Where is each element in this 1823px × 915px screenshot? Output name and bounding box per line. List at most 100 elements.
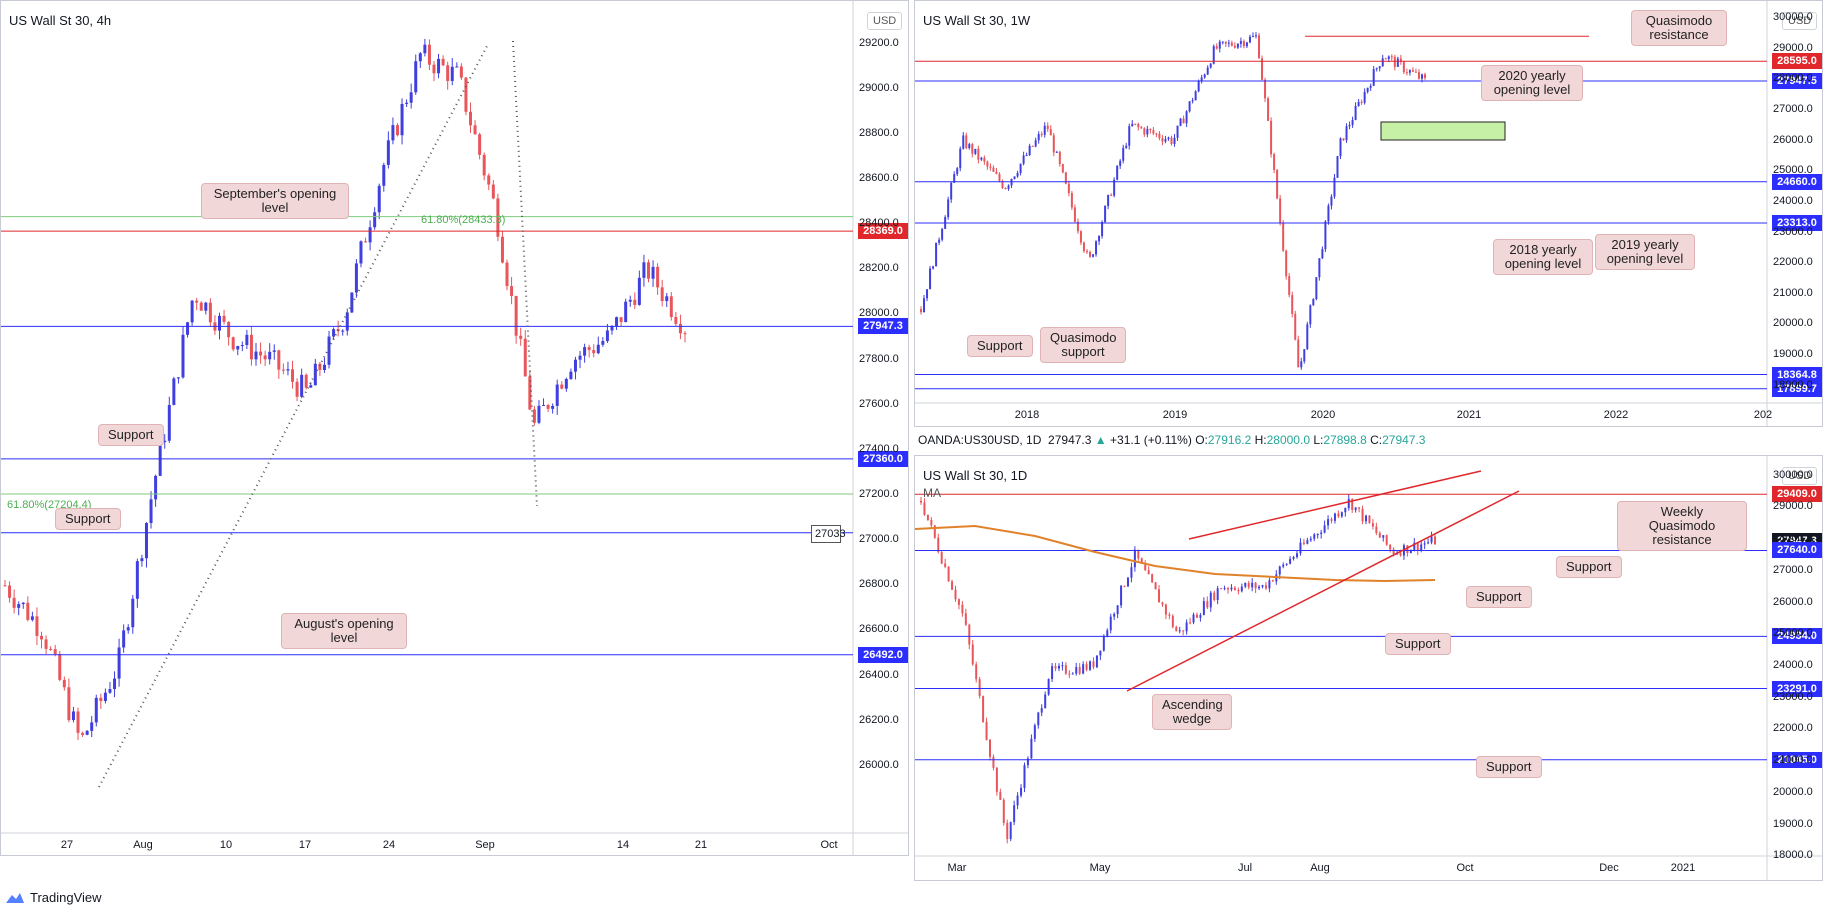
- h4-candle-body: [113, 678, 117, 690]
- d1-candle-body: [1192, 614, 1195, 623]
- d1-candle-body: [944, 563, 947, 567]
- w1-candle-body: [992, 167, 995, 172]
- h4-y-tick: 26800.0: [859, 578, 899, 591]
- h4-candle-body: [405, 102, 409, 104]
- d1-candle-body: [930, 520, 933, 526]
- h4-candle-body: [400, 103, 404, 136]
- h4-candle-body: [122, 630, 126, 648]
- w1-candle-body: [1363, 91, 1366, 103]
- h4-candle-body: [560, 384, 564, 389]
- tradingview-logo[interactable]: TradingView: [4, 890, 102, 905]
- h4-candle-body: [469, 111, 473, 126]
- d1-candle-body: [1102, 635, 1105, 651]
- d1-candle-body: [1258, 586, 1261, 589]
- h4-candle-body: [327, 336, 331, 365]
- d1-candle-body: [1434, 536, 1436, 545]
- h4-trendline-dotted: [98, 45, 488, 788]
- w1-candle-body: [1360, 101, 1363, 103]
- h4-y-tick: 28000.0: [859, 307, 899, 320]
- h4-candle-body: [204, 302, 208, 311]
- d1-symbol-header: OANDA:US30USD, 1D 27947.3 ▲ +31.1 (+0.11…: [918, 433, 1425, 447]
- d1-candle-body: [1061, 665, 1064, 667]
- d1-currency-badge[interactable]: USD: [1782, 467, 1818, 485]
- h4-candle-body: [291, 369, 295, 382]
- w1-currency-badge[interactable]: USD: [1782, 12, 1818, 30]
- d1-ma-indicator-label[interactable]: MA: [923, 486, 941, 500]
- w1-candle-body: [1245, 42, 1248, 47]
- h4-candle-body: [172, 378, 176, 405]
- d1-candle-body: [1206, 601, 1209, 608]
- h4-candle-body: [300, 374, 304, 397]
- h4-chart-panel[interactable]: US Wall St 30, 4h USD 28369.0 27947.3 2736…: [0, 0, 909, 856]
- h4-candle-body: [222, 315, 226, 322]
- w1-candle-body: [1306, 324, 1309, 350]
- d1-candle-body: [1358, 507, 1361, 509]
- h4-candle-body: [154, 475, 158, 500]
- h4-candle-body: [455, 66, 459, 68]
- w1-candle-body: [1206, 67, 1209, 75]
- h4-candle-body: [277, 350, 281, 370]
- d1-candle-body: [978, 679, 981, 697]
- w1-candle-body: [1167, 137, 1170, 140]
- d1-candle-body: [1126, 577, 1129, 587]
- h4-candle-body: [94, 697, 98, 723]
- d1-candle-body: [1078, 667, 1081, 674]
- h4-candle-body: [263, 355, 267, 360]
- d1-price-label-4: 23291.0: [1772, 680, 1822, 697]
- h4-currency-badge[interactable]: USD: [867, 12, 903, 30]
- d1-symbol[interactable]: OANDA:US30USD, 1D: [918, 433, 1042, 447]
- d1-candle-body: [1051, 666, 1054, 680]
- w1-candle-body: [932, 266, 935, 269]
- w1-chart-panel[interactable]: US Wall St 30, 1W USD 28595.0 27947.5 2466…: [914, 0, 1823, 427]
- h4-candle-body: [496, 198, 500, 237]
- w1-candle-body: [1411, 70, 1414, 72]
- w1-candle-body: [1119, 160, 1122, 166]
- w1-y-tick: 21000.0: [1773, 286, 1813, 299]
- d1-candle-body: [1327, 519, 1330, 526]
- d1-y-tick: 26000.0: [1773, 595, 1813, 608]
- w1-candle-body: [1203, 74, 1206, 78]
- w1-candle-body: [941, 228, 944, 240]
- h4-chart-canvas[interactable]: [1, 1, 909, 856]
- h4-y-tick: 27600.0: [859, 397, 899, 410]
- d1-candle-body: [937, 537, 940, 553]
- d1-price-label-0: 29409.0: [1772, 486, 1822, 503]
- h4-callout-support-2: Support: [55, 508, 121, 530]
- h4-y-tick: 27200.0: [859, 488, 899, 500]
- w1-candle-body: [1125, 145, 1128, 148]
- w1-candle-body: [1273, 154, 1276, 170]
- w1-candle-body: [1031, 145, 1034, 147]
- w1-price-label-1: 27947.5: [1772, 73, 1822, 90]
- d1-x-tick: 2021: [1670, 862, 1696, 874]
- h4-candle-body: [624, 301, 628, 323]
- d1-candle-body: [1306, 540, 1309, 544]
- d1-price-label-5: 21045.0: [1772, 751, 1822, 768]
- d1-y-tick: 24000.0: [1773, 659, 1813, 671]
- d1-y-tick: 30000.0: [1773, 468, 1813, 481]
- w1-candle-body: [1022, 155, 1025, 164]
- d1-candle-body: [1023, 765, 1026, 788]
- d1-candle-body: [1368, 515, 1371, 524]
- w1-candle-body: [971, 144, 974, 154]
- d1-candle-body: [1216, 588, 1219, 600]
- d1-candle-body: [999, 791, 1002, 800]
- d1-candle-body: [961, 604, 964, 614]
- h4-candle-body: [167, 404, 171, 441]
- h4-candle-body: [350, 292, 354, 313]
- d1-candle-body: [1378, 533, 1381, 538]
- h4-candle-body: [678, 323, 682, 334]
- d1-candle-body: [1085, 664, 1088, 670]
- h4-candle-body: [510, 286, 514, 296]
- d1-candle-body: [1240, 586, 1243, 592]
- h4-candle-body: [409, 92, 413, 103]
- d1-y-tick: 22000.0: [1773, 722, 1813, 735]
- w1-candle-body: [1143, 128, 1146, 135]
- h4-candle-body: [295, 381, 299, 397]
- w1-candle-body: [1351, 119, 1354, 125]
- w1-candle-body: [923, 298, 926, 313]
- w1-chart-canvas[interactable]: [915, 1, 1823, 427]
- w1-candle-body: [947, 199, 950, 218]
- d1-candle-body: [1340, 512, 1343, 517]
- d1-chart-panel[interactable]: US Wall St 30, 1D MA USD 29409.0 27947.3 2…: [914, 455, 1823, 881]
- w1-candle-body: [1420, 74, 1423, 79]
